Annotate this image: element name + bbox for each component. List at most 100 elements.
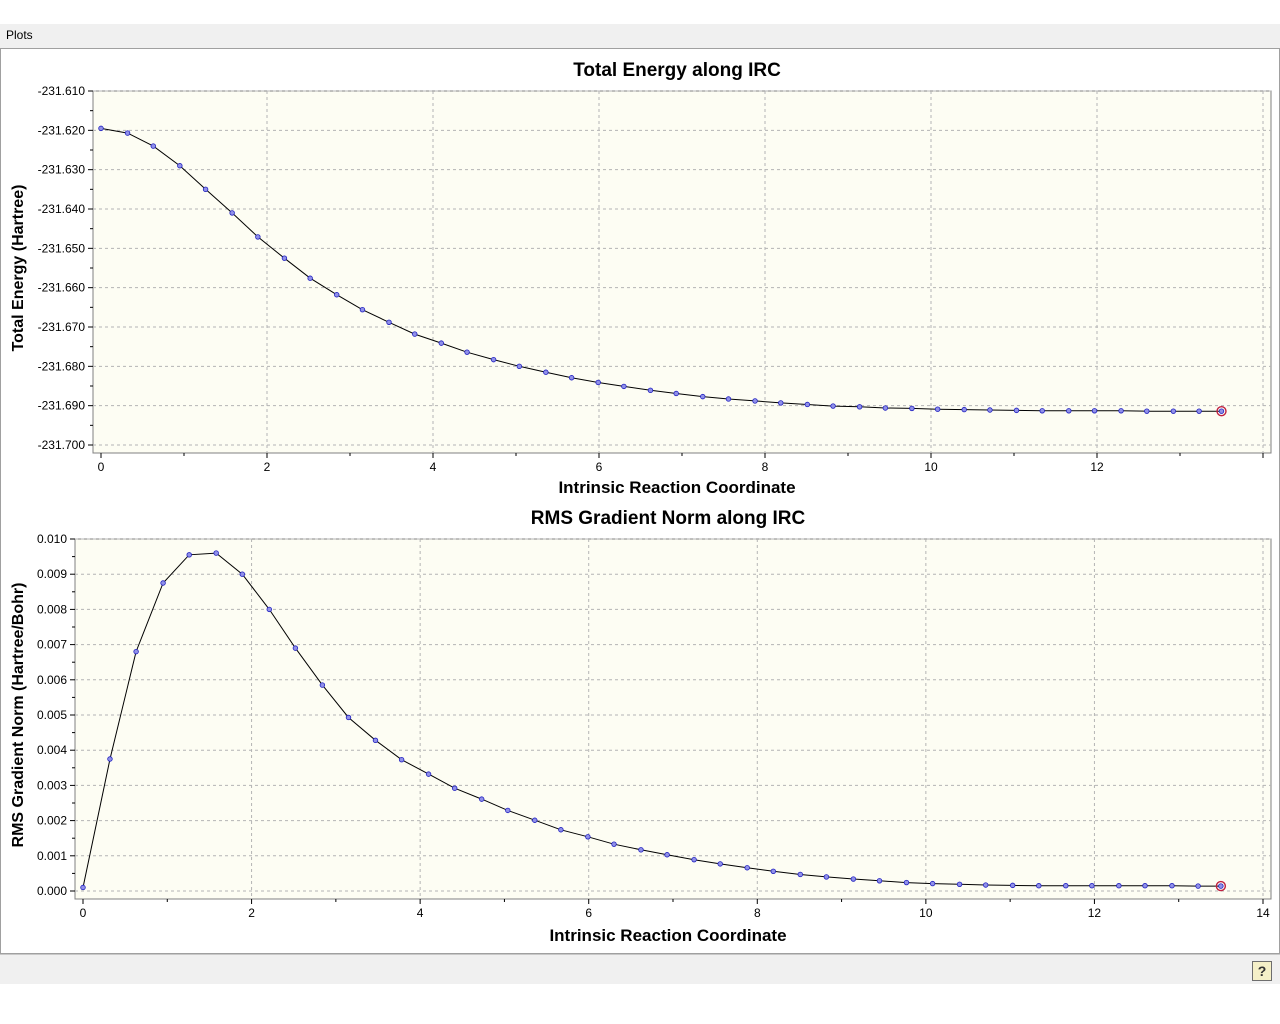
data-point	[1013, 407, 1020, 414]
window-title: Plots	[0, 24, 1280, 48]
y-tick-label: 0.005	[37, 708, 67, 722]
y-tick-label: -231.660	[38, 281, 86, 295]
data-point	[956, 881, 963, 888]
y-tick-label: -231.670	[38, 320, 86, 334]
x-tick-label: 4	[417, 906, 424, 920]
chart-1: -231.610 -231.620 -231.630 -231.640 -231.650…	[10, 60, 1272, 497]
y-tick-label: 0.002	[37, 814, 67, 828]
x-tick-label: 4	[430, 460, 437, 474]
data-point	[543, 369, 549, 375]
data-point	[558, 827, 564, 833]
data-point	[961, 406, 967, 413]
data-point	[266, 606, 272, 613]
data-point	[202, 186, 209, 193]
data-point	[1063, 883, 1069, 889]
data-point	[830, 403, 836, 409]
data-point	[398, 757, 405, 763]
x-tick-label: 0	[80, 906, 87, 920]
data-point	[478, 796, 485, 802]
data-point	[1142, 883, 1148, 889]
data-point	[124, 130, 131, 136]
y-tick-label: -231.620	[38, 123, 86, 137]
data-point	[292, 645, 299, 651]
y-tick-label: 0.006	[37, 673, 67, 687]
data-point	[464, 349, 470, 355]
data-point	[150, 143, 156, 149]
data-point	[98, 125, 104, 132]
data-point	[717, 861, 723, 867]
data-point	[770, 868, 776, 874]
data-point	[1116, 883, 1122, 889]
x-axis-label: Intrinsic Reaction Coordinate	[558, 478, 795, 497]
y-tick-label: -231.610	[38, 84, 86, 98]
data-point	[611, 841, 617, 847]
data-point	[255, 234, 261, 240]
data-point	[929, 880, 936, 887]
data-point	[1039, 408, 1045, 414]
data-point	[882, 405, 889, 411]
data-point	[372, 737, 379, 744]
data-point	[1195, 883, 1201, 889]
data-point	[505, 807, 511, 814]
data-point	[213, 550, 219, 556]
data-point	[621, 383, 627, 390]
data-point	[1170, 408, 1177, 414]
data-point	[595, 379, 601, 386]
data-point	[1066, 408, 1072, 414]
data-point	[903, 879, 910, 886]
x-tick-label: 2	[264, 460, 271, 474]
data-point	[307, 275, 313, 281]
x-tick-label: 8	[754, 906, 761, 920]
data-point	[1218, 408, 1225, 414]
data-point	[186, 552, 192, 558]
x-tick-label: 2	[248, 906, 255, 920]
y-tick-label: -231.630	[38, 163, 86, 177]
data-point	[1009, 882, 1016, 889]
data-point	[452, 785, 458, 791]
data-point	[752, 398, 758, 404]
data-point	[797, 871, 803, 878]
data-point	[934, 406, 941, 412]
data-point	[532, 817, 538, 823]
x-tick-label: 12	[1088, 906, 1102, 920]
data-point	[177, 163, 183, 169]
data-point	[804, 401, 811, 408]
data-point	[647, 387, 654, 394]
data-point	[1169, 883, 1175, 889]
y-tick-label: 0.001	[37, 849, 67, 863]
chart-2: 0.000 0.001 0.002 0.003 0.004 0.005 0.006 0.007…	[10, 508, 1272, 945]
plot-frame: -231.610 -231.620 -231.630 -231.640 -231.650…	[0, 48, 1280, 954]
series-line	[100, 127, 1222, 412]
x-tick-label: 6	[585, 906, 592, 920]
data-point	[80, 884, 86, 891]
data-point	[1089, 883, 1095, 889]
data-point	[876, 878, 883, 884]
x-tick-label: 14	[1256, 906, 1270, 920]
current-point-marker	[1216, 405, 1227, 417]
y-tick-label: 0.007	[37, 638, 67, 652]
data-point	[516, 363, 523, 370]
data-point	[1118, 408, 1124, 414]
data-point	[490, 356, 497, 363]
y-tick-label: 0.003	[37, 778, 67, 792]
help-button[interactable]: ?	[1252, 961, 1272, 981]
data-point	[987, 407, 993, 413]
x-tick-label: 0	[98, 460, 105, 474]
data-point	[744, 865, 750, 871]
data-point	[664, 852, 670, 858]
data-point	[823, 874, 830, 880]
data-point	[107, 756, 113, 762]
data-point	[1036, 883, 1042, 889]
data-point	[229, 210, 235, 216]
data-point	[700, 393, 706, 400]
plot-area	[74, 538, 1272, 900]
data-point	[673, 390, 679, 397]
x-tick-label: 12	[1090, 460, 1104, 474]
data-point	[359, 306, 366, 313]
data-point	[160, 580, 166, 586]
y-tick-label: 0.009	[37, 567, 67, 581]
chart-title: RMS Gradient Norm along IRC	[531, 508, 806, 529]
data-point	[133, 648, 139, 655]
data-point	[386, 319, 392, 325]
plots-svg: -231.610 -231.620 -231.630 -231.640 -231.650…	[10, 60, 1272, 945]
